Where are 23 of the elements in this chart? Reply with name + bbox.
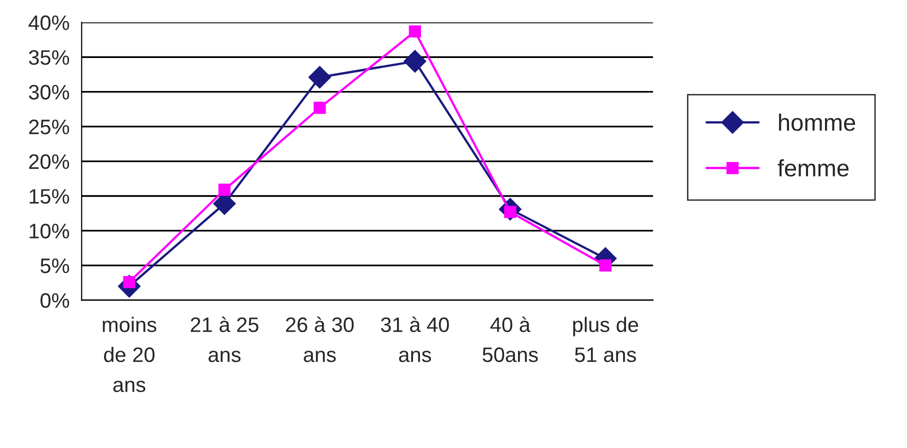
point bbox=[308, 66, 332, 89]
point bbox=[314, 102, 326, 114]
point bbox=[599, 259, 612, 272]
x-tick-label: 40 à 50ans bbox=[482, 316, 538, 362]
y-tick-label: 30% bbox=[28, 84, 70, 100]
x-tick-label: 31 à 40 ans bbox=[380, 316, 449, 362]
x-tick-label: 26 à 30 ans bbox=[286, 316, 354, 362]
y-tick-label: 40% bbox=[28, 15, 70, 30]
point bbox=[218, 184, 231, 196]
y-tick-label: 35% bbox=[28, 50, 70, 65]
y-tick-label: 15% bbox=[30, 189, 70, 204]
y-tick-label: 25% bbox=[29, 120, 70, 134]
x-tick-label: moins de 20 ans bbox=[102, 316, 156, 392]
x-tick-label: 21 à 25 ans bbox=[190, 316, 258, 362]
y-tick-label: 5% bbox=[40, 258, 70, 274]
legend-label: femme bbox=[778, 159, 849, 177]
legend-label: homme bbox=[779, 114, 856, 131]
point bbox=[408, 25, 422, 38]
y-tick-label: 10% bbox=[30, 224, 70, 238]
y-tick-label: 0% bbox=[40, 293, 70, 308]
y-tick-label: 20% bbox=[29, 154, 70, 170]
point bbox=[404, 50, 426, 73]
x-tick-label: plus de 51 ans bbox=[573, 316, 638, 362]
